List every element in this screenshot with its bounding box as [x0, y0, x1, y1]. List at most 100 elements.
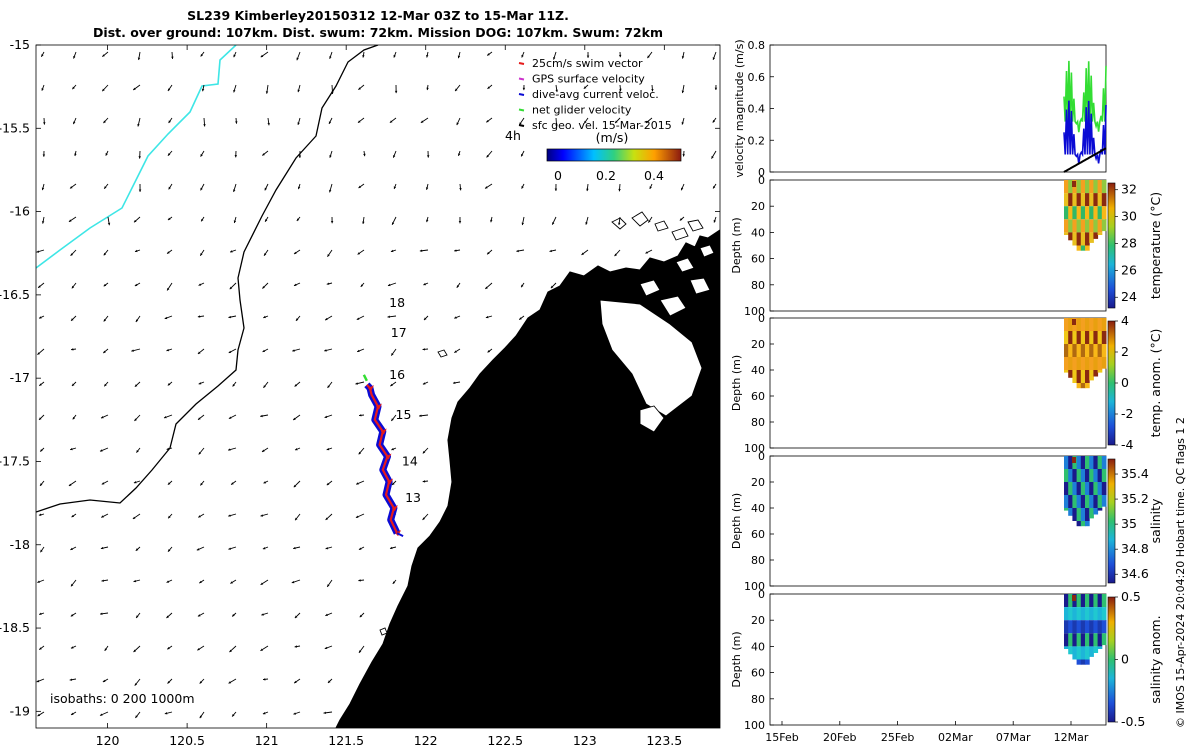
velocity-arrow — [394, 84, 398, 94]
velocity-arrow — [419, 249, 429, 252]
velocity-arrow — [38, 612, 45, 615]
velocity-arrow — [198, 282, 205, 286]
net-velocity-arrow — [362, 374, 368, 382]
depth-tick-label: 100 — [744, 305, 765, 318]
velocity-arrow — [262, 678, 269, 681]
velocity-arrow — [329, 51, 333, 59]
velocity-arrow — [105, 150, 109, 156]
depth-tick-label: 0 — [758, 312, 765, 325]
velocity-arrow — [264, 216, 269, 223]
velocity-arrow — [166, 579, 173, 583]
velocity-arrow — [486, 249, 493, 255]
profile-cell — [1093, 232, 1099, 239]
profile-cell — [1068, 318, 1073, 331]
velocity-arrow — [37, 579, 45, 583]
depth-tick-label: 40 — [751, 226, 765, 239]
velocity-arrow — [356, 348, 365, 353]
profile-cell — [1101, 633, 1107, 646]
velocity-arrow — [70, 645, 77, 649]
profile-cell — [1064, 219, 1069, 233]
velocity-arrow — [327, 678, 333, 684]
velocity-arrow — [324, 414, 333, 419]
day-label: 17 — [391, 325, 407, 340]
velocity-arrow — [426, 51, 429, 58]
velocity-arrow — [164, 315, 173, 320]
velocity-arrow — [330, 216, 334, 224]
profile-cell — [1093, 344, 1099, 357]
velocity-arrow — [171, 51, 174, 60]
profile-cell — [1097, 646, 1103, 649]
velocity-arrow — [167, 645, 173, 650]
velocity-arrow — [131, 348, 141, 352]
velocity-arrow — [296, 51, 301, 61]
velocity-arrow — [133, 480, 141, 484]
velocity-arrow — [459, 183, 462, 191]
colorbar-tick-label: 34.8 — [1121, 541, 1149, 556]
profile-cell — [1076, 370, 1082, 383]
velocity-arrow — [393, 51, 397, 58]
map-axes: 120 120.5 121 121.5 122 122.5 123 123.5 -15 -15.5… — [0, 37, 720, 748]
velocity-arrow — [197, 612, 205, 617]
profile-cell — [1097, 370, 1103, 373]
map-ytick-label: -17 — [10, 370, 30, 385]
velocity-arrow — [326, 447, 333, 451]
colorbar-tick-label: 30 — [1121, 209, 1137, 224]
profile-cell — [1101, 357, 1107, 369]
colorbar-tick-label: 32 — [1121, 182, 1137, 197]
colorbar-tick-label: -2 — [1121, 406, 1133, 421]
velocity-arrow — [294, 447, 301, 451]
velocity-arrow — [228, 348, 237, 354]
velocity-arrow — [233, 216, 237, 224]
title-line-2: Dist. over ground: 107km. Dist. swum: 72… — [93, 25, 663, 40]
profile-cell — [1101, 495, 1107, 507]
velocity-arrow — [107, 216, 111, 226]
velocity-arrow — [550, 282, 557, 289]
profile-cell — [1076, 482, 1082, 495]
profile-cell — [1076, 620, 1082, 634]
profile-cell — [1068, 508, 1073, 516]
profile-cell — [1080, 206, 1086, 220]
velocity-arrow — [456, 282, 461, 288]
profile-cell — [1089, 357, 1094, 370]
profile-cell — [1080, 482, 1086, 495]
velocity-arrow — [293, 678, 301, 684]
profile-cell — [1085, 193, 1090, 207]
velocity-arrow — [260, 579, 269, 586]
velocity-arrow — [167, 513, 173, 519]
legend-label: 25cm/s swim vector — [532, 57, 643, 70]
colorbar-tick-2: 0.4 — [644, 168, 664, 183]
profile-cell — [1101, 594, 1107, 608]
velocity-arrow — [168, 117, 173, 124]
profile-cell — [1068, 646, 1073, 655]
velocity-arrow — [392, 579, 397, 585]
time-tick-label: 25Feb — [881, 731, 914, 744]
velocity-arrow — [293, 546, 301, 550]
day-label: 13 — [405, 490, 421, 505]
depth-tick-label: 20 — [751, 614, 765, 627]
profile-cell — [1080, 620, 1086, 634]
profile-cell — [1080, 508, 1086, 521]
profile-cell — [1068, 180, 1073, 194]
profile-cell — [1085, 659, 1090, 665]
profile-cell — [1068, 206, 1073, 220]
velocity-arrow — [551, 216, 557, 225]
islands — [379, 211, 715, 636]
velocity-arrow — [102, 678, 109, 683]
profile-cell — [1097, 193, 1103, 207]
velocity-arrow — [712, 183, 717, 189]
velocity-arrow — [355, 381, 365, 385]
map-legend: 25cm/s swim vector GPS surface velocity di… — [518, 57, 672, 132]
velocity-arrow — [228, 513, 237, 517]
velocity-arrow — [263, 381, 269, 389]
profile-cell — [1072, 344, 1078, 357]
velocity-series-line — [1063, 60, 1107, 133]
profile-cell — [1093, 331, 1099, 344]
velocity-arrow — [134, 381, 141, 388]
velocity-arrow — [651, 84, 654, 92]
velocity-arrow — [70, 612, 77, 617]
velocity-arrow — [133, 645, 141, 653]
velocity-arrow — [138, 183, 142, 192]
profile-cell — [1064, 482, 1069, 495]
velocity-arrow — [586, 51, 590, 58]
